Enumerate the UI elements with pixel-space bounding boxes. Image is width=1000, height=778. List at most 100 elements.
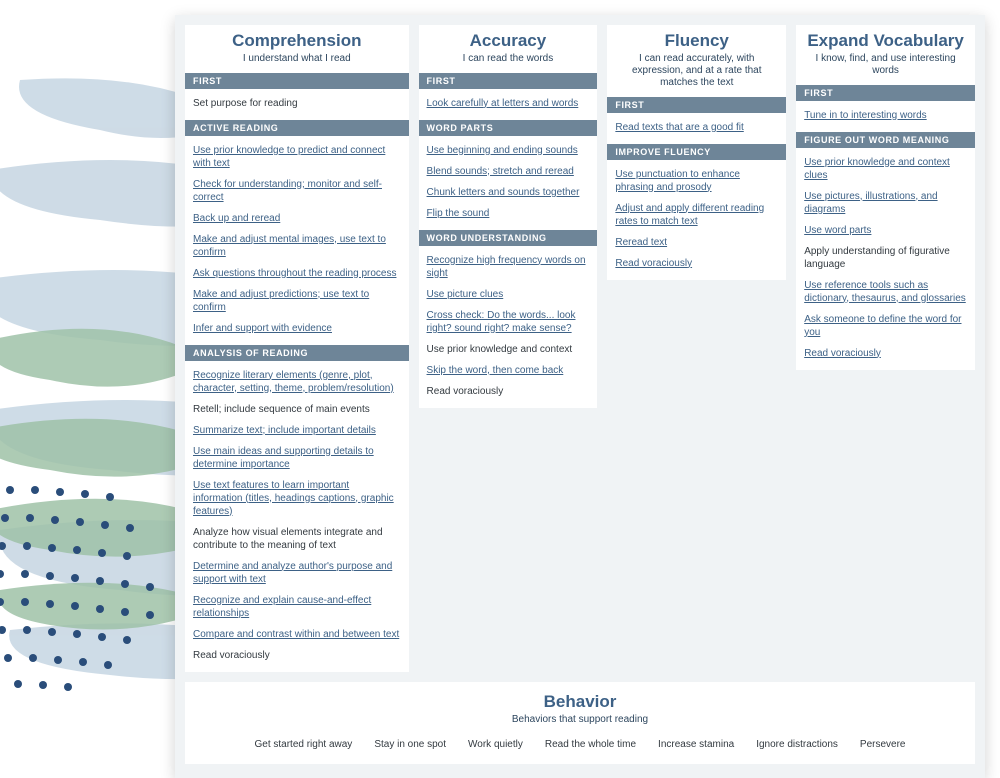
strategy-item: Apply understanding of figurative langua… <box>804 241 967 275</box>
strategy-link[interactable]: Use beginning and ending sounds <box>427 145 578 156</box>
strategy-item[interactable]: Back up and reread <box>193 208 401 229</box>
strategy-link[interactable]: Back up and reread <box>193 213 280 224</box>
strategy-item[interactable]: Use prior knowledge to predict and conne… <box>193 140 401 174</box>
strategy-link[interactable]: Recognize high frequency words on sight <box>427 255 586 279</box>
strategy-item[interactable]: Look carefully at letters and words <box>427 93 590 114</box>
strategy-link[interactable]: Recognize and explain cause-and-effect r… <box>193 595 371 619</box>
strategy-link[interactable]: Skip the word, then come back <box>427 365 564 376</box>
strategy-item[interactable]: Ask someone to define the word for you <box>804 309 967 343</box>
behavior-item: Work quietly <box>468 739 523 750</box>
strategy-item[interactable]: Make and adjust predictions; use text to… <box>193 284 401 318</box>
strategy-link[interactable]: Make and adjust predictions; use text to… <box>193 289 369 313</box>
strategy-link[interactable]: Use text features to learn important inf… <box>193 480 394 517</box>
strategy-item[interactable]: Recognize high frequency words on sight <box>427 250 590 284</box>
section-header: FIRST <box>607 97 786 113</box>
strategy-link[interactable]: Read voraciously <box>804 348 881 359</box>
strategy-item[interactable]: Use main ideas and supporting details to… <box>193 441 401 475</box>
strategy-item[interactable]: Check for understanding; monitor and sel… <box>193 174 401 208</box>
strategy-item[interactable]: Read texts that are a good fit <box>615 117 778 138</box>
strategy-link[interactable]: Use prior knowledge to predict and conne… <box>193 145 385 169</box>
behavior-item: Ignore distractions <box>756 739 838 750</box>
strategy-link[interactable]: Compare and contrast within and between … <box>193 629 399 640</box>
behavior-item: Get started right away <box>254 739 352 750</box>
column-title: Fluency <box>613 31 780 51</box>
strategy-item[interactable]: Chunk letters and sounds together <box>427 182 590 203</box>
strategy-link[interactable]: Summarize text; include important detail… <box>193 425 376 436</box>
column-header: FluencyI can read accurately, with expre… <box>607 25 786 97</box>
strategy-link[interactable]: Make and adjust mental images, use text … <box>193 234 386 258</box>
strategy-link[interactable]: Check for understanding; monitor and sel… <box>193 179 382 203</box>
strategy-item[interactable]: Use prior knowledge and context clues <box>804 152 967 186</box>
strategy-link[interactable]: Use picture clues <box>427 289 504 300</box>
strategy-link[interactable]: Ask someone to define the word for you <box>804 314 961 338</box>
column-header: ComprehensionI understand what I read <box>185 25 409 73</box>
strategy-item[interactable]: Use punctuation to enhance phrasing and … <box>615 164 778 198</box>
strategy-link[interactable]: Tune in to interesting words <box>804 110 926 121</box>
strategy-item[interactable]: Use word parts <box>804 220 967 241</box>
strategy-item[interactable]: Flip the sound <box>427 203 590 224</box>
strategy-item: Analyze how visual elements integrate an… <box>193 522 401 556</box>
strategy-link[interactable]: Chunk letters and sounds together <box>427 187 580 198</box>
strategy-link[interactable]: Infer and support with evidence <box>193 323 332 334</box>
strategy-item[interactable]: Skip the word, then come back <box>427 360 590 381</box>
strategy-link[interactable]: Determine and analyze author's purpose a… <box>193 561 392 585</box>
strategy-item[interactable]: Make and adjust mental images, use text … <box>193 229 401 263</box>
behavior-item: Read the whole time <box>545 739 636 750</box>
strategy-link[interactable]: Reread text <box>615 237 667 248</box>
strategy-link[interactable]: Flip the sound <box>427 208 490 219</box>
strategy-link[interactable]: Cross check: Do the words... look right?… <box>427 310 576 334</box>
section-header: ANALYSIS OF READING <box>185 345 409 361</box>
section-header: FIRST <box>796 85 975 101</box>
strategy-item[interactable]: Use reference tools such as dictionary, … <box>804 275 967 309</box>
strategy-item[interactable]: Determine and analyze author's purpose a… <box>193 556 401 590</box>
column-subtitle: I know, find, and use interesting words <box>802 53 969 77</box>
strategy-item: Retell; include sequence of main events <box>193 399 401 420</box>
strategy-link[interactable]: Use pictures, illustrations, and diagram… <box>804 191 937 215</box>
strategy-item[interactable]: Recognize and explain cause-and-effect r… <box>193 590 401 624</box>
strategy-link[interactable]: Use reference tools such as dictionary, … <box>804 280 966 304</box>
section-items: Use prior knowledge to predict and conne… <box>185 136 409 345</box>
strategy-item[interactable]: Use picture clues <box>427 284 590 305</box>
strategy-link[interactable]: Blend sounds; stretch and reread <box>427 166 574 177</box>
strategy-item[interactable]: Read voraciously <box>804 343 967 364</box>
strategy-item[interactable]: Ask questions throughout the reading pro… <box>193 263 401 284</box>
section-header: FIRST <box>185 73 409 89</box>
column-header: Accuracy I can read the words <box>419 25 598 73</box>
strategy-link[interactable]: Use prior knowledge and context clues <box>804 157 950 181</box>
behavior-subtitle: Behaviors that support reading <box>193 714 967 725</box>
strategy-link[interactable]: Adjust and apply different reading rates… <box>615 203 764 227</box>
section-items: Tune in to interesting words <box>796 101 975 132</box>
section-header: WORD UNDERSTANDING <box>419 230 598 246</box>
column-subtitle: I can read accurately, with expression, … <box>613 53 780 89</box>
strategy-link[interactable]: Read texts that are a good fit <box>615 122 743 133</box>
strategy-link[interactable]: Recognize literary elements (genre, plot… <box>193 370 394 394</box>
strategy-item[interactable]: Use beginning and ending sounds <box>427 140 590 161</box>
section-header: FIGURE OUT WORD MEANING <box>796 132 975 148</box>
section-items: Use beginning and ending sounds Blend sou… <box>419 136 598 230</box>
strategy-item[interactable]: Summarize text; include important detail… <box>193 420 401 441</box>
strategy-link[interactable]: Ask questions throughout the reading pro… <box>193 268 396 279</box>
column-title: Accuracy <box>425 31 592 51</box>
strategy-item[interactable]: Blend sounds; stretch and reread <box>427 161 590 182</box>
strategy-item[interactable]: Use text features to learn important inf… <box>193 475 401 522</box>
strategy-item[interactable]: Adjust and apply different reading rates… <box>615 198 778 232</box>
column-accuracy: AccuracyI can read the wordsFIRSTLook ca… <box>419 25 598 408</box>
section-header: IMPROVE FLUENCY <box>607 144 786 160</box>
section-items: Set purpose for reading <box>185 89 409 120</box>
strategy-link[interactable]: Use punctuation to enhance phrasing and … <box>615 169 740 193</box>
strategy-item[interactable]: Compare and contrast within and between … <box>193 624 401 645</box>
strategy-item[interactable]: Use pictures, illustrations, and diagram… <box>804 186 967 220</box>
strategy-item[interactable]: Recognize literary elements (genre, plot… <box>193 365 401 399</box>
strategy-link[interactable]: Look carefully at letters and words <box>427 98 579 109</box>
strategy-link[interactable]: Read voraciously <box>615 258 692 269</box>
strategy-item[interactable]: Cross check: Do the words... look right?… <box>427 305 590 339</box>
strategy-item[interactable]: Reread text <box>615 232 778 253</box>
column-subtitle: I can read the words <box>425 53 592 65</box>
section-header: WORD PARTS <box>419 120 598 136</box>
strategy-link[interactable]: Use main ideas and supporting details to… <box>193 446 374 470</box>
strategy-item[interactable]: Tune in to interesting words <box>804 105 967 126</box>
strategy-item[interactable]: Infer and support with evidence <box>193 318 401 339</box>
strategy-item[interactable]: Read voraciously <box>615 253 778 274</box>
reading-strategies-panel: ComprehensionI understand what I readFIR… <box>175 15 985 778</box>
strategy-link[interactable]: Use word parts <box>804 225 871 236</box>
